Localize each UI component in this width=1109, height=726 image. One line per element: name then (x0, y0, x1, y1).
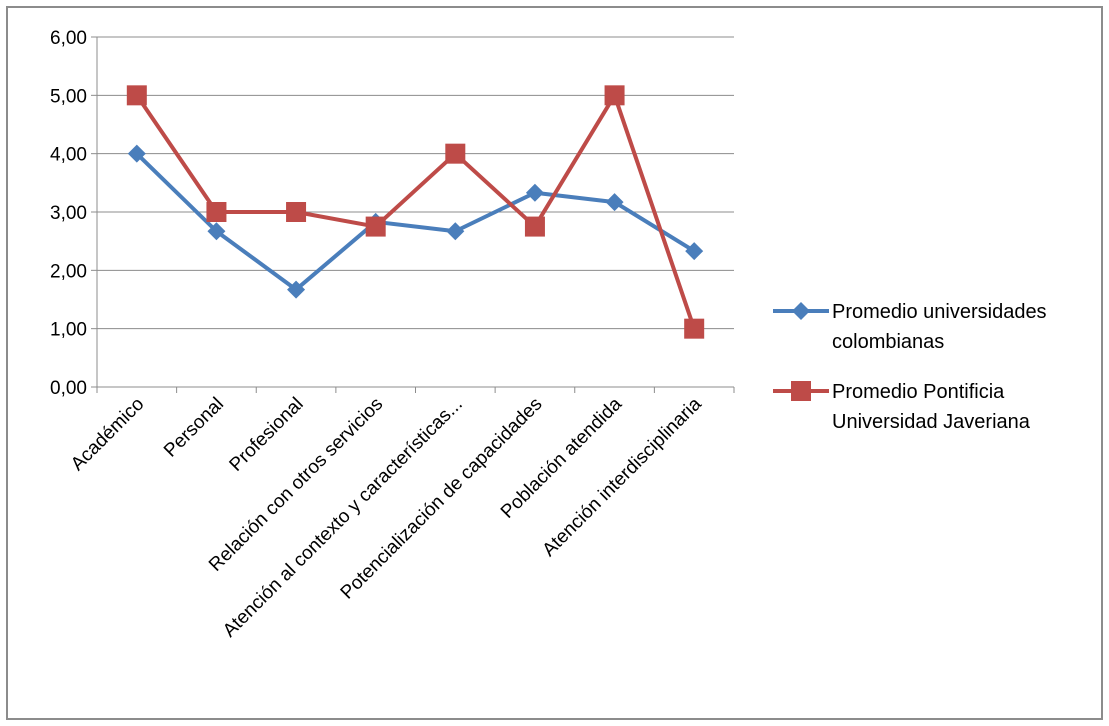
legend-label: colombianas (832, 331, 944, 353)
data-point (685, 242, 704, 261)
data-point (206, 202, 227, 222)
series-lines (126, 85, 705, 339)
series-2 (126, 85, 705, 339)
data-point (604, 85, 625, 106)
data-point (287, 280, 306, 299)
y-tick-label: 3,00 (50, 203, 87, 224)
legend-marker (791, 381, 811, 401)
legend-marker (792, 302, 810, 320)
gridlines (97, 36, 734, 330)
data-point (605, 193, 624, 212)
series-line (135, 152, 696, 292)
legend-label: Promedio universidades (832, 301, 1047, 323)
x-tick-label: Personal (160, 394, 228, 462)
x-tick-label: Atención interdisciplinaria (539, 393, 707, 561)
data-point (126, 85, 147, 106)
data-point (446, 222, 465, 241)
legend: Promedio universidadescolombianasPromedi… (773, 301, 1047, 433)
y-tick-label: 5,00 (50, 86, 87, 107)
x-tick-label: Académico (67, 394, 148, 475)
data-point (684, 318, 705, 339)
legend-label: Promedio Pontificia (832, 381, 1005, 403)
data-point (365, 216, 386, 237)
data-point (524, 216, 545, 237)
legend-label: Universidad Javeriana (832, 411, 1031, 433)
y-tick-label: 4,00 (50, 145, 87, 166)
x-tick-label: Profesional (226, 394, 308, 476)
series-line (135, 93, 697, 330)
data-point (445, 143, 466, 164)
chart-frame (6, 6, 1103, 720)
legend-entry-1: Promedio universidades colombianas (773, 301, 1047, 353)
y-tick-label: 0,00 (50, 378, 87, 399)
data-point (127, 144, 146, 163)
data-point (286, 202, 307, 222)
y-tick-label: 2,00 (50, 261, 87, 282)
y-tick-label: 1,00 (50, 320, 87, 341)
data-point (207, 222, 226, 241)
data-point (525, 183, 544, 202)
y-tick-label: 6,00 (50, 28, 87, 49)
legend-entry-2: Promedio Pontificia Universidad Javeriana (773, 381, 1031, 433)
